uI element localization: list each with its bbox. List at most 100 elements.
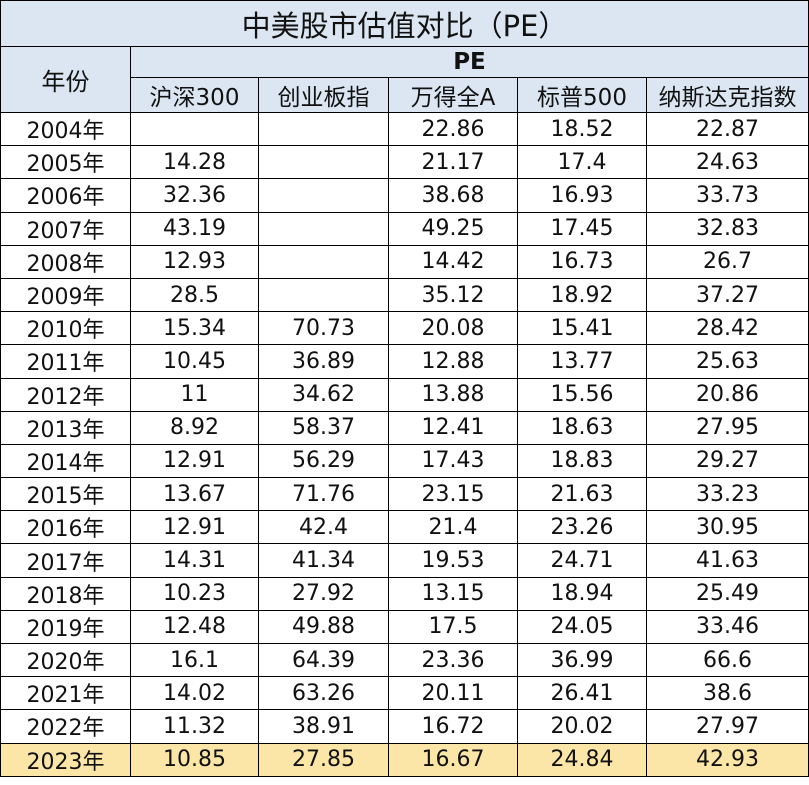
pe-value-cell-sp500: 16.73 (517, 244, 647, 279)
pe-value-cell-nasdaq: 29.27 (646, 443, 809, 479)
column-header-wind-all-a: 万得全A (388, 77, 518, 113)
pe-value-cell-chinext: 27.85 (258, 742, 389, 777)
table-body: 2004年 22.86 18.52 22.87 2005年 14.28 21.17 17.4 2… (0, 111, 809, 777)
pe-value-cell-chinext (258, 211, 389, 246)
pe-value-cell-csi300: 43.19 (130, 211, 259, 246)
year-cell: 2015年 (0, 477, 131, 512)
pe-value-cell-sp500: 23.26 (517, 510, 647, 545)
pe-value-cell-csi300: 14.28 (130, 145, 259, 180)
year-cell: 2017年 (0, 543, 131, 578)
pe-value-cell-nasdaq: 25.63 (646, 344, 809, 379)
pe-value-cell-nasdaq: 32.83 (646, 211, 809, 246)
year-cell: 2012年 (0, 377, 131, 412)
pe-value-cell-csi300: 10.45 (130, 344, 259, 379)
pe-value-cell-wind-all-a: 49.25 (388, 211, 518, 246)
year-cell: 2020年 (0, 642, 131, 678)
pe-value-cell-chinext (258, 145, 389, 180)
year-cell: 2004年 (0, 111, 131, 147)
column-header-chinext: 创业板指 (258, 77, 389, 113)
pe-value-cell-nasdaq: 20.86 (646, 377, 809, 412)
pe-value-cell-csi300: 12.91 (130, 443, 259, 479)
table-row: 2023年 10.85 27.85 16.67 24.84 42.93 (0, 742, 809, 777)
pe-value-cell-nasdaq: 42.93 (646, 742, 809, 777)
year-cell: 2022年 (0, 709, 131, 744)
pe-value-cell-wind-all-a: 21.4 (388, 510, 518, 545)
pe-value-cell-nasdaq: 24.63 (646, 145, 809, 180)
pe-value-cell-sp500: 24.84 (517, 742, 647, 777)
pe-value-cell-sp500: 24.71 (517, 543, 647, 578)
pe-value-cell-wind-all-a: 13.88 (388, 377, 518, 412)
pe-value-cell-chinext: 71.76 (258, 477, 389, 512)
pe-value-cell-wind-all-a: 16.72 (388, 709, 518, 744)
pe-value-cell-csi300: 14.31 (130, 543, 259, 578)
column-header-nasdaq: 纳斯达克指数 (646, 77, 809, 113)
pe-value-cell-nasdaq: 33.46 (646, 609, 809, 645)
pe-group-header: PE (130, 46, 809, 78)
pe-value-cell-chinext: 49.88 (258, 609, 389, 645)
year-cell: 2009年 (0, 277, 131, 313)
pe-value-cell-sp500: 15.41 (517, 311, 647, 346)
year-column-header: 年份 (0, 46, 131, 113)
pe-value-cell-wind-all-a: 12.88 (388, 344, 518, 379)
pe-value-cell-csi300: 12.48 (130, 609, 259, 645)
pe-value-cell-csi300: 8.92 (130, 410, 259, 445)
table-row: 2021年 14.02 63.26 20.11 26.41 38.6 (0, 676, 809, 711)
table-row: 2019年 12.48 49.88 17.5 24.05 33.46 (0, 609, 809, 645)
year-cell: 2023年 (0, 742, 131, 777)
year-cell: 2008年 (0, 244, 131, 279)
table-row: 2020年 16.1 64.39 23.36 36.99 66.6 (0, 642, 809, 678)
pe-value-cell-chinext: 64.39 (258, 642, 389, 678)
year-cell: 2007年 (0, 211, 131, 246)
pe-value-cell-nasdaq: 41.63 (646, 543, 809, 578)
pe-value-cell-csi300: 10.23 (130, 576, 259, 611)
pe-value-cell-nasdaq: 28.42 (646, 311, 809, 346)
table-row: 2011年 10.45 36.89 12.88 13.77 25.63 (0, 344, 809, 379)
pe-value-cell-sp500: 18.63 (517, 410, 647, 445)
table-row: 2009年 28.5 35.12 18.92 37.27 (0, 277, 809, 313)
pe-value-cell-sp500: 17.45 (517, 211, 647, 246)
pe-value-cell-wind-all-a: 38.68 (388, 178, 518, 213)
pe-value-cell-csi300 (130, 111, 259, 147)
pe-value-cell-chinext: 41.34 (258, 543, 389, 578)
year-cell: 2011年 (0, 344, 131, 379)
year-cell: 2006年 (0, 178, 131, 213)
table-row: 2016年 12.91 42.4 21.4 23.26 30.95 (0, 510, 809, 545)
table-row: 2007年 43.19 49.25 17.45 32.83 (0, 211, 809, 246)
column-header-csi300: 沪深300 (130, 77, 259, 113)
pe-value-cell-nasdaq: 22.87 (646, 111, 809, 147)
table-row: 2010年 15.34 70.73 20.08 15.41 28.42 (0, 311, 809, 346)
pe-value-cell-nasdaq: 27.95 (646, 410, 809, 445)
pe-value-cell-sp500: 15.56 (517, 377, 647, 412)
year-cell: 2016年 (0, 510, 131, 545)
pe-value-cell-wind-all-a: 23.36 (388, 642, 518, 678)
pe-value-cell-csi300: 28.5 (130, 277, 259, 313)
table-row: 2017年 14.31 41.34 19.53 24.71 41.63 (0, 543, 809, 578)
pe-value-cell-sp500: 18.94 (517, 576, 647, 611)
pe-value-cell-chinext: 63.26 (258, 676, 389, 711)
year-cell: 2019年 (0, 609, 131, 645)
pe-value-cell-nasdaq: 37.27 (646, 277, 809, 313)
pe-value-cell-nasdaq: 25.49 (646, 576, 809, 611)
pe-value-cell-csi300: 32.36 (130, 178, 259, 213)
pe-value-cell-chinext: 70.73 (258, 311, 389, 346)
pe-value-cell-wind-all-a: 13.15 (388, 576, 518, 611)
table-row: 2022年 11.32 38.91 16.72 20.02 27.97 (0, 709, 809, 744)
table-row: 2004年 22.86 18.52 22.87 (0, 111, 809, 147)
pe-value-cell-chinext (258, 244, 389, 279)
pe-value-cell-sp500: 36.99 (517, 642, 647, 678)
pe-value-cell-chinext: 56.29 (258, 443, 389, 479)
pe-value-cell-sp500: 17.4 (517, 145, 647, 180)
pe-value-cell-csi300: 10.85 (130, 742, 259, 777)
pe-value-cell-csi300: 13.67 (130, 477, 259, 512)
year-cell: 2018年 (0, 576, 131, 611)
pe-value-cell-chinext: 34.62 (258, 377, 389, 412)
pe-value-cell-wind-all-a: 20.11 (388, 676, 518, 711)
pe-value-cell-chinext: 36.89 (258, 344, 389, 379)
year-cell: 2021年 (0, 676, 131, 711)
table-row: 2008年 12.93 14.42 16.73 26.7 (0, 244, 809, 279)
year-cell: 2010年 (0, 311, 131, 346)
pe-value-cell-csi300: 16.1 (130, 642, 259, 678)
pe-value-cell-wind-all-a: 17.43 (388, 443, 518, 479)
year-cell: 2014年 (0, 443, 131, 479)
